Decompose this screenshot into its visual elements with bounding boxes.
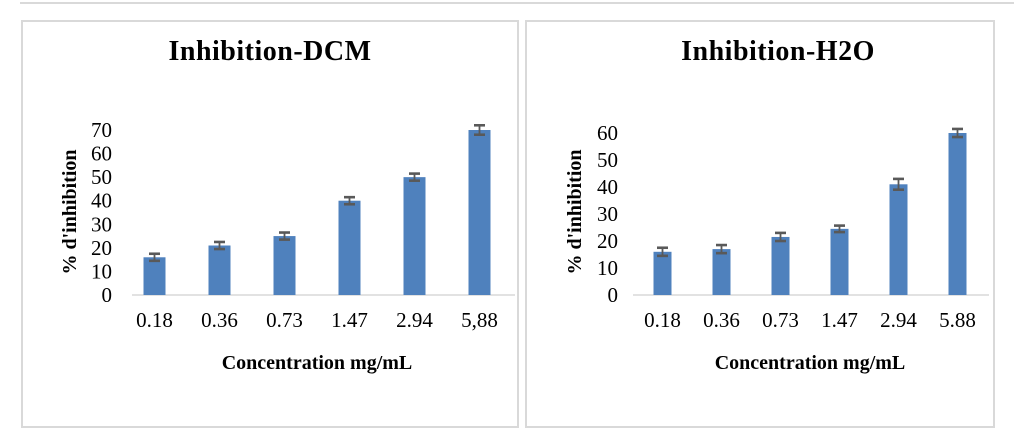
x-axis-tick-label: 1.47 bbox=[821, 308, 858, 332]
bar-0.18 bbox=[653, 251, 672, 295]
chart-panel-h2o: 0 10 20 30 40 50 60 0.18 0.36 0.73 1.47 2.94 5.88 In… bbox=[525, 20, 995, 428]
y-axis-tick-label: 10 bbox=[91, 259, 112, 283]
x-axis-tick-label: 0.36 bbox=[201, 308, 238, 332]
y-axis-tick-label: 60 bbox=[597, 121, 618, 145]
bar-1.47 bbox=[338, 200, 361, 295]
y-axis-tick-label: 60 bbox=[91, 142, 112, 166]
x-axis-tick-label: 0.73 bbox=[762, 308, 799, 332]
bar-5,88 bbox=[468, 130, 491, 295]
y-axis-tick-label: 20 bbox=[597, 229, 618, 253]
bar-2.94 bbox=[403, 177, 426, 295]
page-top-divider bbox=[20, 2, 1014, 4]
bar-0.73 bbox=[273, 236, 296, 295]
chart-title-dcm: Inhibition-DCM bbox=[168, 36, 372, 67]
x-axis-tick-label: 5,88 bbox=[461, 308, 498, 332]
y-axis-tick-label: 0 bbox=[102, 283, 113, 307]
x-axis-tick-label: 2.94 bbox=[396, 308, 433, 332]
x-axis-tick-label: 0.73 bbox=[266, 308, 303, 332]
y-axis-tick-label: 70 bbox=[91, 118, 112, 142]
bar-0.36 bbox=[712, 249, 731, 295]
y-axis-tick-label: 20 bbox=[91, 236, 112, 260]
y-axis-tick-label: 50 bbox=[91, 165, 112, 189]
x-axis-tick-label: 1.47 bbox=[331, 308, 368, 332]
y-axis-tick-label: 40 bbox=[597, 175, 618, 199]
y-axis-tick-label: 40 bbox=[91, 189, 112, 213]
x-axis-tick-label: 0.36 bbox=[703, 308, 740, 332]
y-axis-tick-label: 0 bbox=[608, 283, 619, 307]
x-axis-tick-label: 5.88 bbox=[939, 308, 976, 332]
bar-2.94 bbox=[889, 184, 908, 295]
x-axis-tick-label: 0.18 bbox=[644, 308, 681, 332]
bar-5.88 bbox=[948, 133, 967, 295]
bar-0.36 bbox=[208, 245, 231, 295]
bar-0.18 bbox=[143, 257, 166, 295]
y-axis-tick-label: 30 bbox=[597, 202, 618, 226]
x-axis-tick-label: 2.94 bbox=[880, 308, 917, 332]
bar-1.47 bbox=[830, 228, 849, 295]
y-axis-tick-label: 50 bbox=[597, 148, 618, 172]
y-axis-tick-label: 30 bbox=[91, 212, 112, 236]
x-axis-tick-label: 0.18 bbox=[136, 308, 173, 332]
y-axis-tick-label: 10 bbox=[597, 256, 618, 280]
y-axis-title-h2o: % d'inhibition bbox=[564, 149, 586, 275]
h2o-chart-canvas: 0 10 20 30 40 50 60 0.18 0.36 0.73 1.47 2.94 5.88 bbox=[597, 121, 989, 332]
chart-title-h2o: Inhibition-H2O bbox=[681, 36, 875, 67]
x-axis-title-h2o: Concentration mg/mL bbox=[714, 352, 906, 374]
x-axis-title-dcm: Concentration mg/mL bbox=[221, 352, 413, 374]
y-axis-title-dcm: % d'inhibition bbox=[59, 149, 81, 275]
bar-0.73 bbox=[771, 236, 790, 295]
chart-panel-dcm: 0 10 20 30 40 50 60 70 0.18 0.36 0.73 1.47 2.94 5,88 … bbox=[21, 20, 519, 428]
